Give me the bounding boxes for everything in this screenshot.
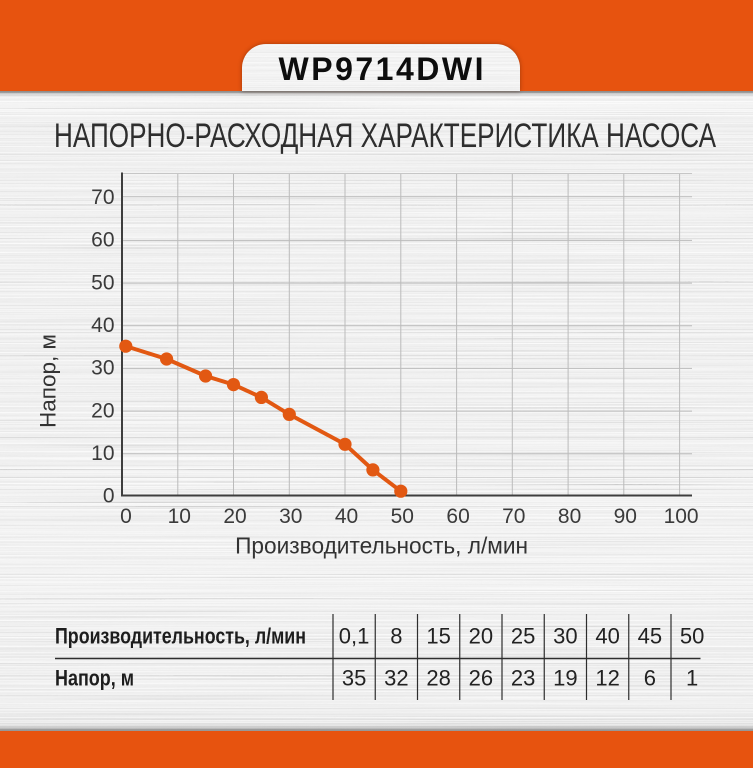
- svg-text:40: 40: [91, 314, 114, 337]
- svg-text:20: 20: [469, 624, 493, 649]
- svg-text:45: 45: [638, 624, 662, 649]
- svg-text:8: 8: [390, 624, 402, 649]
- svg-text:WP9714DWI: WP9714DWI: [279, 51, 484, 87]
- svg-text:0,1: 0,1: [339, 624, 370, 649]
- svg-text:26: 26: [469, 666, 493, 691]
- svg-text:60: 60: [91, 229, 114, 252]
- svg-text:19: 19: [553, 666, 577, 691]
- svg-text:70: 70: [91, 186, 114, 209]
- svg-text:0: 0: [120, 505, 132, 528]
- svg-text:40: 40: [595, 624, 619, 649]
- svg-text:50: 50: [91, 271, 114, 294]
- svg-text:20: 20: [91, 399, 114, 422]
- svg-text:32: 32: [384, 666, 408, 691]
- svg-text:90: 90: [614, 505, 637, 528]
- svg-text:10: 10: [91, 442, 114, 465]
- svg-text:15: 15: [426, 624, 450, 649]
- svg-text:20: 20: [223, 505, 246, 528]
- svg-text:50: 50: [391, 505, 414, 528]
- svg-text:60: 60: [446, 505, 469, 528]
- svg-text:Напор, м: Напор, м: [36, 334, 61, 428]
- svg-text:НАПОРНО-РАСХОДНАЯ ХАРАКТЕРИСТИ: НАПОРНО-РАСХОДНАЯ ХАРАКТЕРИСТИКА НАСОСА: [54, 117, 716, 155]
- svg-text:70: 70: [502, 505, 525, 528]
- svg-text:30: 30: [91, 357, 114, 380]
- svg-text:Производительность, л/мин: Производительность, л/мин: [55, 624, 306, 649]
- svg-text:Напор, м: Напор, м: [55, 666, 134, 691]
- svg-text:12: 12: [595, 666, 619, 691]
- svg-text:25: 25: [511, 624, 535, 649]
- svg-text:Производительность, л/мин: Производительность, л/мин: [235, 532, 528, 558]
- svg-text:50: 50: [680, 624, 704, 649]
- svg-text:28: 28: [426, 666, 450, 691]
- svg-text:10: 10: [168, 505, 191, 528]
- svg-text:30: 30: [553, 624, 577, 649]
- svg-text:23: 23: [511, 666, 535, 691]
- svg-text:6: 6: [644, 666, 656, 691]
- svg-text:100: 100: [664, 505, 699, 528]
- svg-text:35: 35: [342, 666, 366, 691]
- svg-text:30: 30: [279, 505, 302, 528]
- svg-text:1: 1: [686, 666, 698, 691]
- svg-text:40: 40: [335, 505, 358, 528]
- svg-text:80: 80: [558, 505, 581, 528]
- svg-text:0: 0: [103, 485, 115, 508]
